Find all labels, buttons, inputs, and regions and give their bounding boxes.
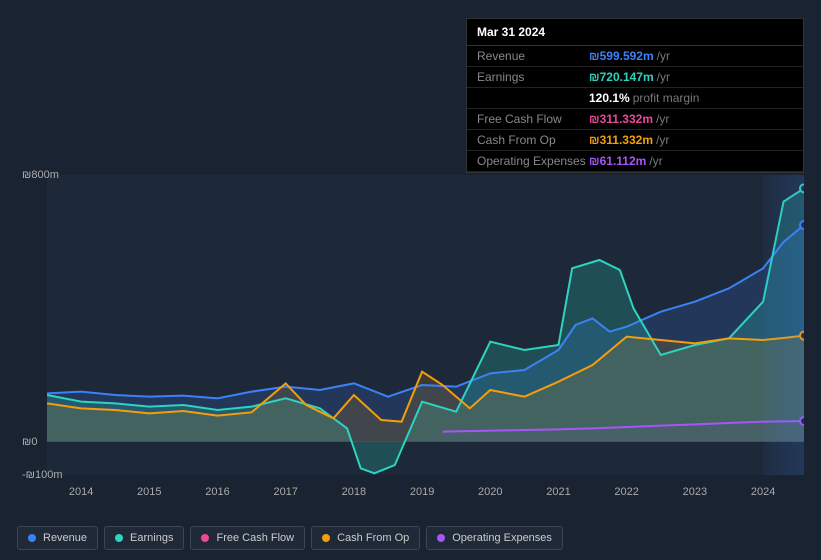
tooltip-unit: /yr [649, 154, 662, 168]
x-axis-label: 2014 [69, 486, 93, 498]
x-axis-label: 2022 [614, 486, 638, 498]
x-axis-label: 2021 [546, 486, 570, 498]
tooltip-unit: /yr [657, 49, 670, 63]
legend-item[interactable]: Earnings [104, 526, 184, 550]
chart-svg [47, 175, 804, 475]
legend-dot-icon [322, 534, 330, 542]
legend-item[interactable]: Operating Expenses [426, 526, 563, 550]
tooltip-sub-value: 120.1% [589, 91, 630, 105]
tooltip-value: ₪61.112m [589, 154, 646, 168]
legend-item[interactable]: Cash From Op [311, 526, 420, 550]
legend-label: Cash From Op [337, 532, 409, 544]
legend-label: Revenue [43, 532, 87, 544]
tooltip-unit: /yr [656, 112, 669, 126]
legend: Revenue Earnings Free Cash Flow Cash From O… [17, 526, 563, 550]
y-axis-label: -₪100m [22, 469, 63, 481]
tooltip-label: Revenue [477, 49, 589, 63]
tooltip-row: Free Cash Flow₪311.332m/yr [467, 109, 803, 130]
x-axis-label: 2019 [410, 486, 434, 498]
tooltip-row: Earnings₪720.147m/yr [467, 67, 803, 88]
x-axis-label: 2016 [205, 486, 229, 498]
legend-dot-icon [437, 534, 445, 542]
tooltip-row: 120.1% profit margin [467, 88, 803, 109]
tooltip-label: Earnings [477, 70, 589, 84]
legend-label: Free Cash Flow [216, 532, 294, 544]
tooltip-label: Operating Expenses [477, 154, 589, 168]
x-axis-label: 2020 [478, 486, 502, 498]
tooltip-row: Revenue₪599.592m/yr [467, 46, 803, 67]
legend-item[interactable]: Revenue [17, 526, 98, 550]
legend-dot-icon [201, 534, 209, 542]
x-axis-label: 2015 [137, 486, 161, 498]
tooltip-label: Cash From Op [477, 133, 589, 147]
chart-container: ₪800m ₪0 -₪100m 2014 2015 2016 2017 2018 2019 20… [17, 155, 804, 545]
tooltip-label: Free Cash Flow [477, 112, 589, 126]
legend-label: Earnings [130, 532, 173, 544]
legend-item[interactable]: Free Cash Flow [190, 526, 305, 550]
tooltip-panel: Mar 31 2024Revenue₪599.592m/yrEarnings₪7… [466, 18, 804, 173]
tooltip-value: ₪311.332m [589, 112, 653, 126]
tooltip-row: Cash From Op₪311.332m/yr [467, 130, 803, 151]
legend-dot-icon [28, 534, 36, 542]
series-end-marker [800, 221, 804, 229]
x-axis-label: 2017 [273, 486, 297, 498]
tooltip-unit: /yr [657, 70, 670, 84]
legend-label: Operating Expenses [452, 532, 552, 544]
x-axis-label: 2024 [751, 486, 775, 498]
tooltip-date: Mar 31 2024 [467, 19, 803, 46]
y-axis-label: ₪800m [22, 169, 59, 181]
series-end-marker [800, 417, 804, 425]
tooltip-value: ₪599.592m [589, 49, 654, 63]
tooltip-unit: /yr [656, 133, 669, 147]
tooltip-value: ₪311.332m [589, 133, 653, 147]
series-end-marker [800, 332, 804, 340]
legend-dot-icon [115, 534, 123, 542]
chart-plot [47, 175, 804, 475]
x-axis-label: 2018 [342, 486, 366, 498]
series-end-marker [800, 184, 804, 192]
tooltip-value: ₪720.147m [589, 70, 654, 84]
y-axis-label: ₪0 [22, 436, 37, 448]
tooltip-sub-label: profit margin [633, 91, 700, 105]
x-axis-label: 2023 [683, 486, 707, 498]
tooltip-row: Operating Expenses₪61.112m/yr [467, 151, 803, 172]
